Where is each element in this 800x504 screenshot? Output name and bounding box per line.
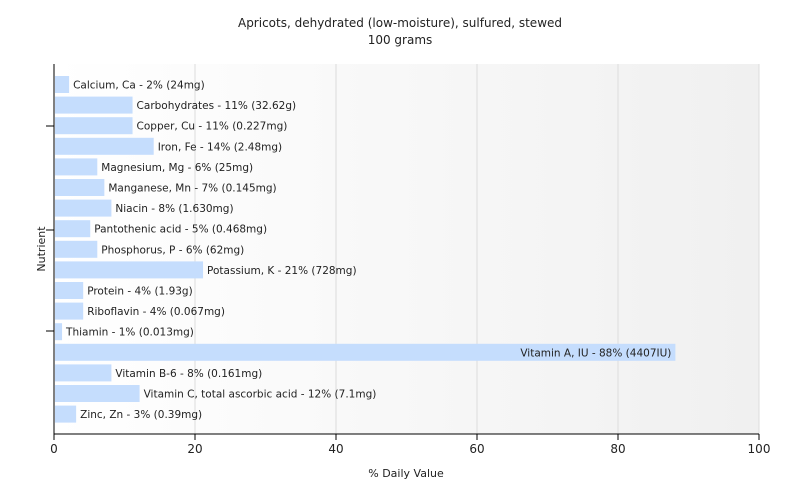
bar-data-label: Iron, Fe - 14% (2.48mg) [158, 141, 282, 153]
chart-subtitle: 100 grams [368, 33, 433, 47]
chart-title: Apricots, dehydrated (low-moisture), sul… [238, 16, 562, 30]
bar-data-label: Vitamin B-6 - 8% (0.161mg) [115, 368, 262, 380]
bar [55, 385, 140, 402]
axes [46, 64, 760, 440]
bar-data-label: Protein - 4% (1.93g) [87, 286, 193, 298]
bar-data-label: Thiamin - 1% (0.013mg) [65, 327, 194, 339]
bar [55, 282, 84, 299]
bar [55, 261, 204, 279]
bar-data-label: Phosphorus, P - 6% (62mg) [101, 244, 244, 256]
grid-lines [194, 64, 760, 434]
bar [55, 364, 112, 382]
plot-background [54, 64, 759, 434]
x-tick-label: 40 [328, 442, 343, 456]
x-tick-label: 80 [610, 442, 625, 456]
bar [55, 343, 676, 361]
bar-data-label: Carbohydrates - 11% (32.62g) [137, 100, 297, 112]
data-labels: Calcium, Ca - 2% (24mg) Carbohydrates - 1… [65, 80, 671, 422]
bar-data-label: Calcium, Ca - 2% (24mg) [73, 80, 205, 92]
bar [55, 240, 98, 258]
y-axis-label: Nutrient [35, 226, 48, 272]
bar [55, 179, 105, 196]
bar [55, 199, 112, 217]
bar-data-label: Pantothenic acid - 5% (0.468mg) [94, 224, 267, 236]
bar [55, 323, 63, 341]
bar [55, 302, 84, 320]
bar-data-label: Potassium, K - 21% (728mg) [207, 265, 357, 277]
bar-data-label: Vitamin A, IU - 88% (4407IU) [520, 347, 671, 359]
x-tick-labels: 0 20 40 60 80 100 [50, 442, 770, 456]
bar [55, 137, 154, 155]
bar-data-label: Zinc, Zn - 3% (0.39mg) [80, 409, 202, 421]
x-axis-label: % Daily Value [368, 467, 444, 480]
bar [55, 96, 133, 114]
x-tick-label: 20 [187, 442, 202, 456]
bar [55, 158, 98, 176]
bar [55, 117, 133, 135]
bar-data-label: Copper, Cu - 11% (0.227mg) [137, 121, 288, 133]
bar [55, 220, 91, 238]
bar-data-label: Manganese, Mn - 7% (0.145mg) [108, 183, 276, 195]
x-tick-label: 60 [469, 442, 484, 456]
bars [55, 76, 676, 423]
bar-data-label: Riboflavin - 4% (0.067mg) [87, 306, 225, 318]
bar-data-label: Vitamin C, total ascorbic acid - 12% (7.… [144, 389, 377, 401]
x-tick-label: 100 [748, 442, 771, 456]
bar-data-label: Magnesium, Mg - 6% (25mg) [101, 162, 253, 174]
x-tick-label: 0 [50, 442, 58, 456]
bar-data-label: Niacin - 8% (1.630mg) [115, 203, 233, 215]
bar [55, 405, 77, 423]
bar [55, 76, 70, 93]
